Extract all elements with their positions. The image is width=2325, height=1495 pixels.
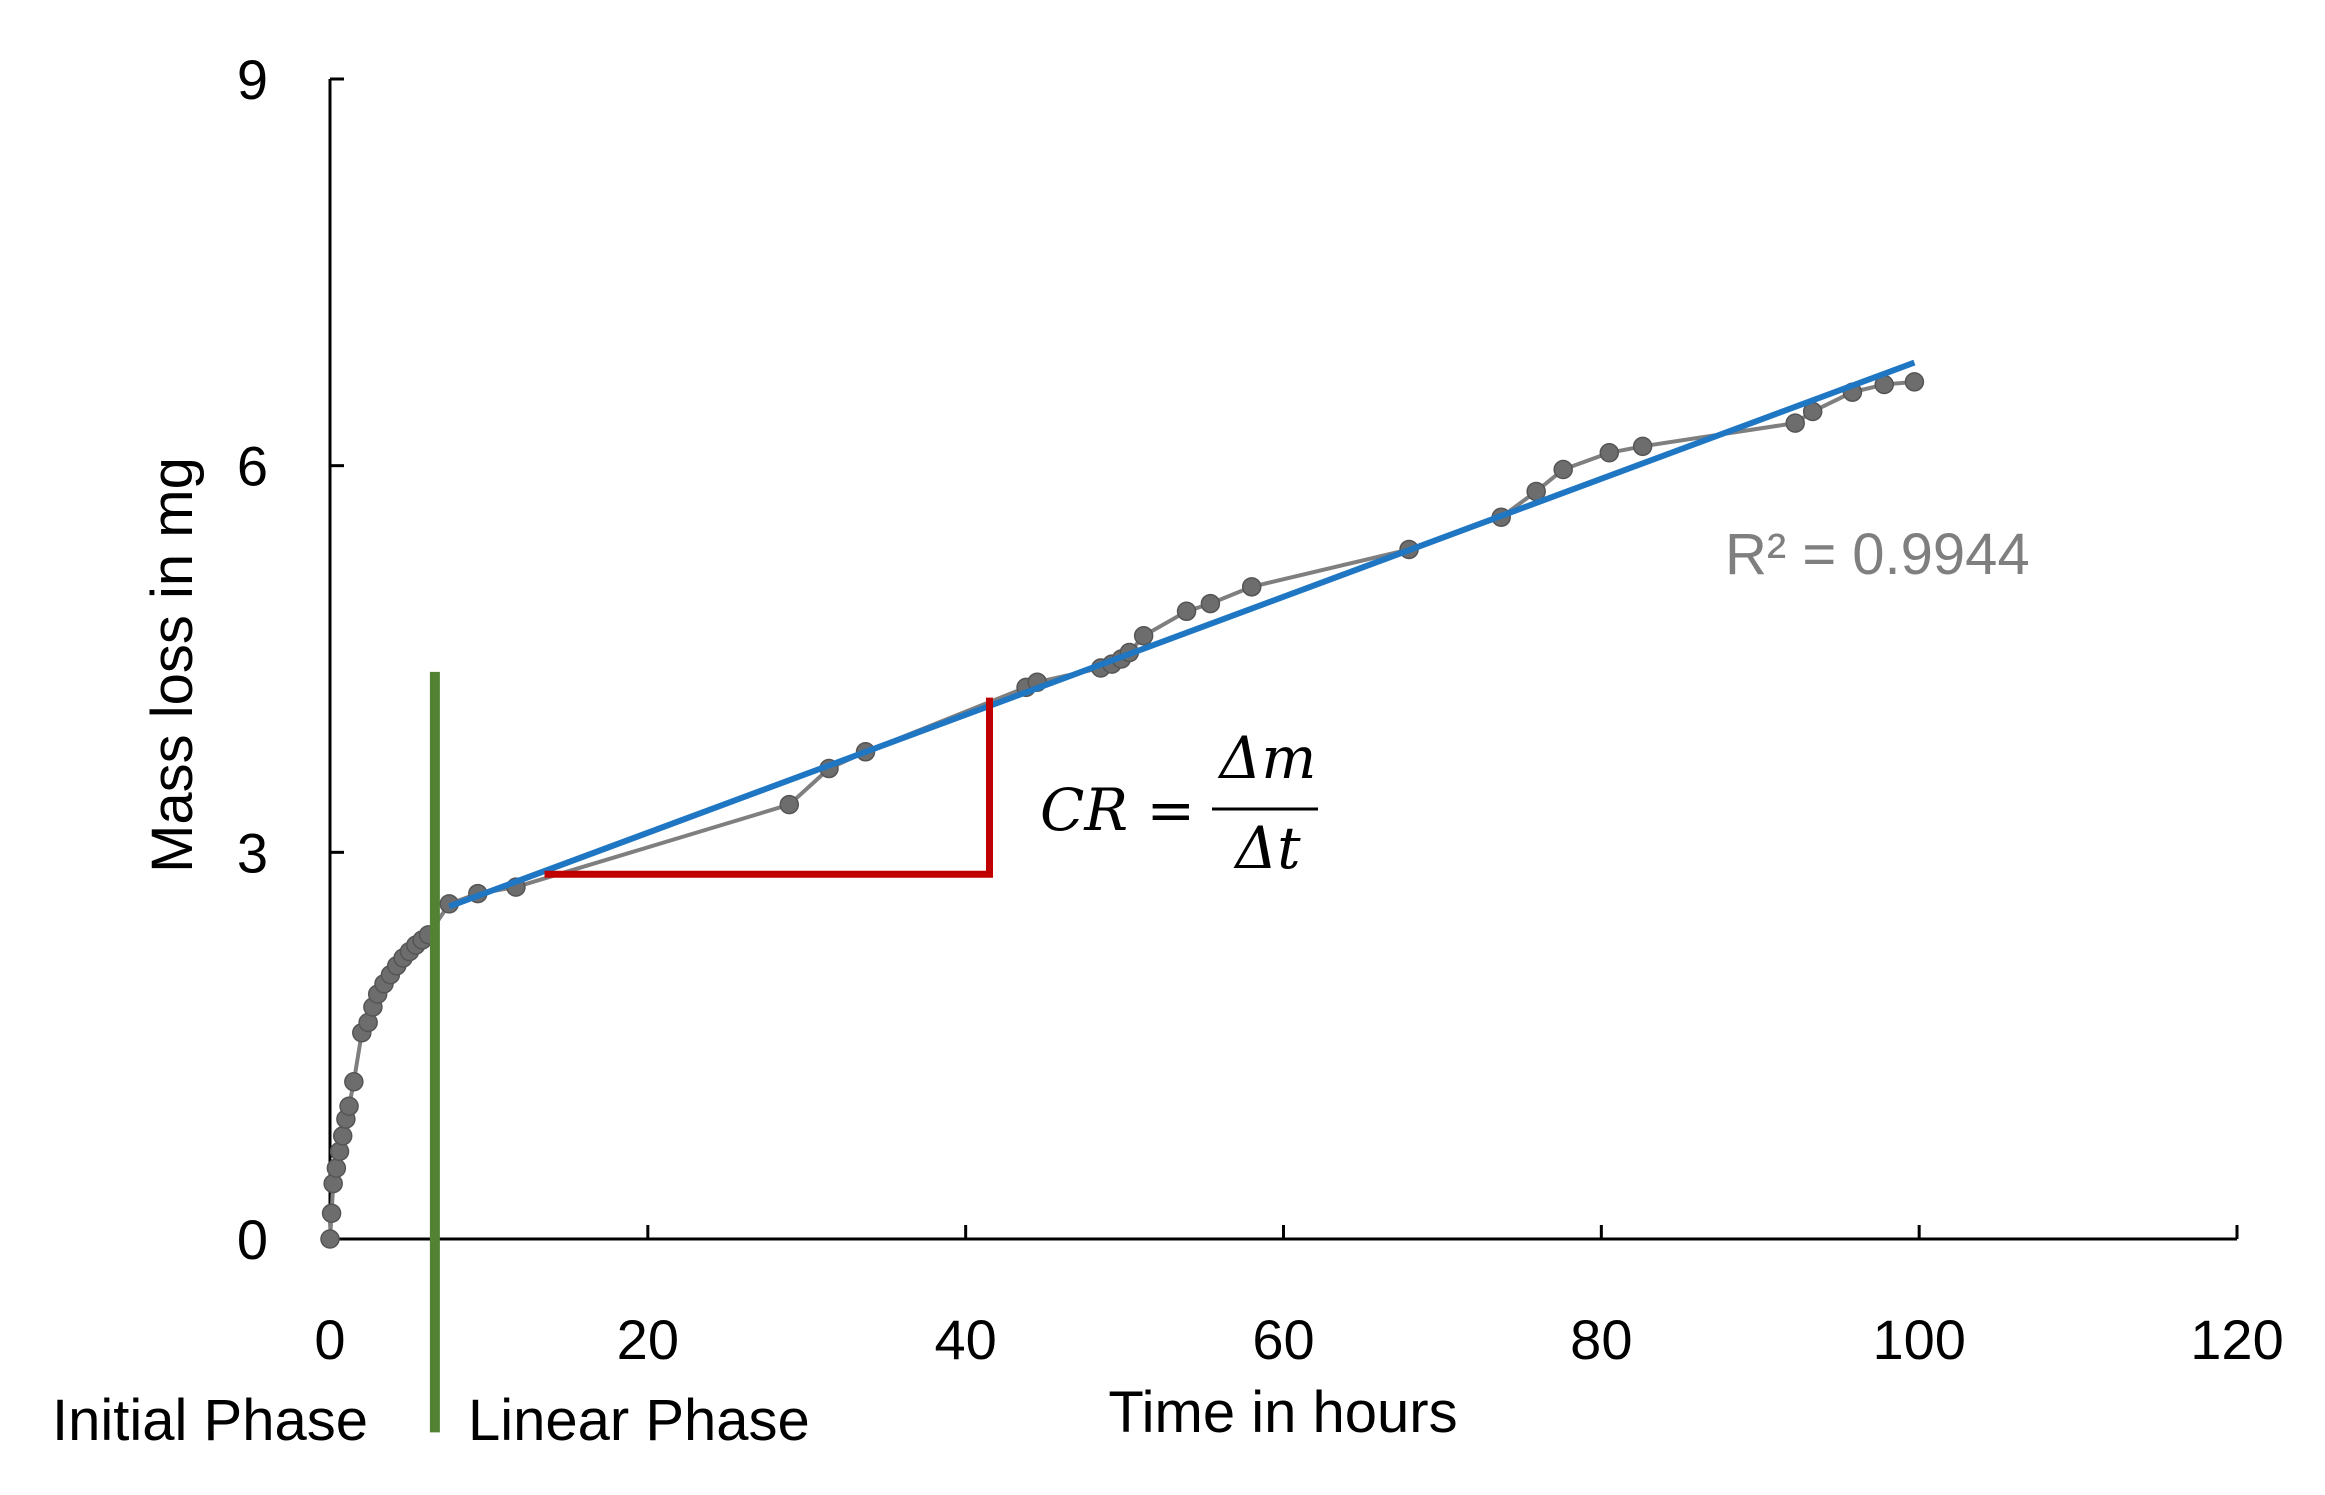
data-point — [1200, 593, 1221, 614]
x-tick-label: 120 — [2190, 1308, 2283, 1371]
data-point — [1553, 459, 1573, 480]
data-point — [1632, 436, 1653, 457]
x-axis-title: Time in hours — [1108, 1380, 1457, 1445]
tick-labels: 0 20 40 60 80 100 120 0 3 6 9 — [237, 48, 2284, 1371]
y-tick-label: 9 — [237, 48, 268, 111]
formula-numerator: Δm — [1218, 724, 1317, 792]
y-tick-label: 0 — [237, 1208, 268, 1271]
data-point — [1241, 577, 1262, 597]
data-point — [320, 1229, 340, 1249]
x-tick-label: 40 — [935, 1308, 997, 1371]
data-point — [344, 1072, 364, 1092]
formula-lhs: CR = — [1040, 776, 1195, 844]
ticks — [330, 77, 2239, 1239]
data-point — [1599, 443, 1620, 463]
axes — [328, 79, 2237, 1241]
x-tick-label: 0 — [314, 1308, 345, 1371]
slope-triangle — [544, 697, 994, 878]
data-point — [1904, 372, 1925, 392]
formula-denominator: Δt — [1233, 814, 1301, 882]
trendline — [448, 359, 1916, 910]
y-tick-label: 6 — [237, 435, 268, 498]
r-squared-label: R² = 0.9944 — [1725, 522, 2030, 587]
x-tick-label: 80 — [1570, 1308, 1632, 1371]
data-point — [332, 1126, 353, 1146]
y-tick-label: 3 — [237, 821, 268, 884]
data-point — [326, 1158, 347, 1178]
x-tick-label: 60 — [1252, 1308, 1314, 1371]
data-point — [1133, 626, 1154, 646]
data-point — [1785, 413, 1805, 433]
data-point — [321, 1203, 342, 1223]
corrosion-rate-formula: CR = Δm Δt — [1040, 724, 1318, 882]
data-point — [779, 794, 800, 815]
y-axis-title: Mass loss in mg — [140, 457, 205, 873]
overlays — [429, 359, 1916, 1433]
data-point — [1176, 601, 1197, 622]
x-tick-label: 20 — [617, 1308, 679, 1371]
data-point — [339, 1096, 359, 1116]
linear-phase-label: Linear Phase — [468, 1388, 810, 1453]
initial-phase-label: Initial Phase — [52, 1388, 368, 1453]
x-tick-label: 100 — [1872, 1308, 1965, 1371]
